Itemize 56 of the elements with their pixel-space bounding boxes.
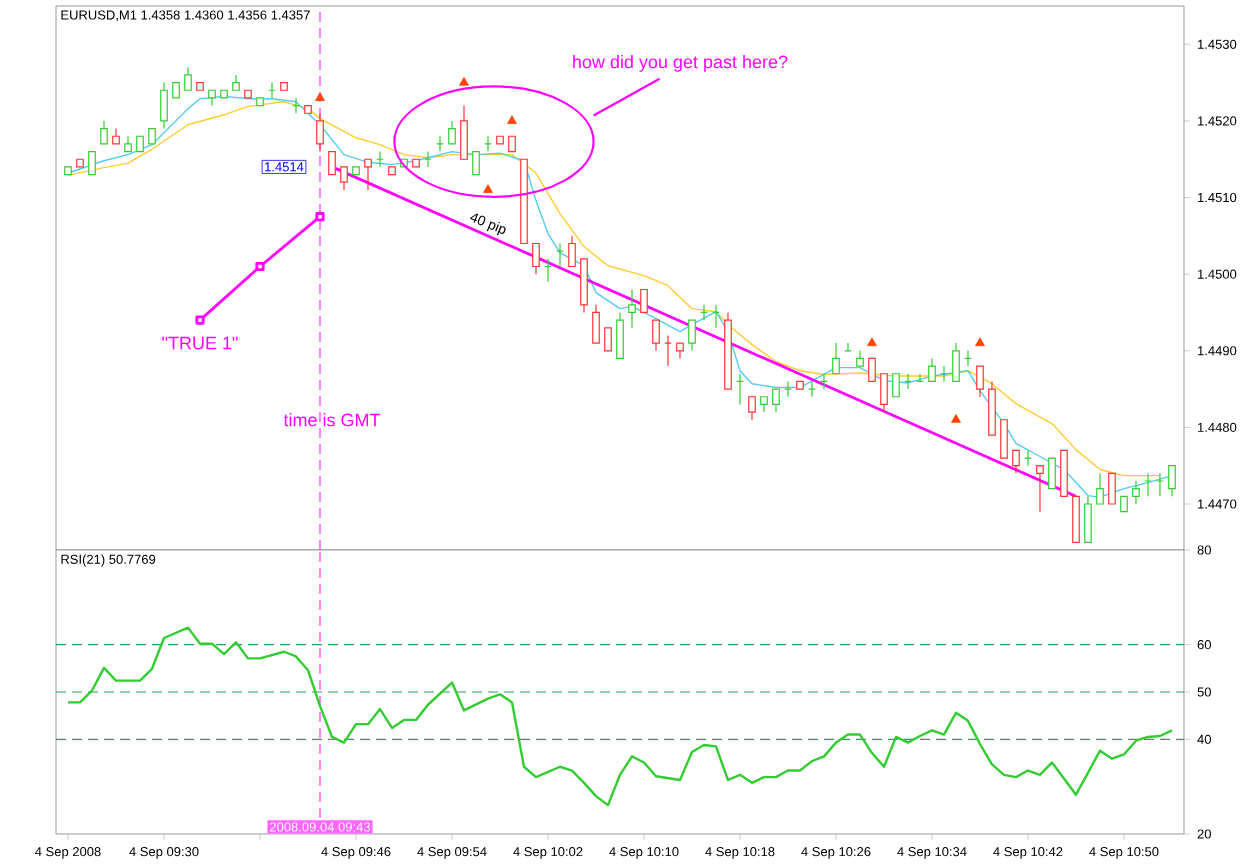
point xyxy=(315,212,325,222)
candlestick xyxy=(1060,449,1068,497)
point xyxy=(975,337,985,347)
candlestick xyxy=(1048,457,1056,490)
candlestick xyxy=(1072,495,1080,543)
candlestick xyxy=(1084,495,1092,543)
candlestick xyxy=(472,150,480,176)
candlestick xyxy=(580,258,588,314)
point xyxy=(459,77,469,86)
point xyxy=(255,261,265,272)
candlestick xyxy=(892,373,900,398)
candlestick xyxy=(868,357,876,383)
candlestick xyxy=(88,150,96,176)
point xyxy=(951,414,961,423)
candlestick xyxy=(832,342,840,375)
candlestick xyxy=(880,373,888,413)
annotation: "TRUE 1" xyxy=(162,336,238,350)
candlestick xyxy=(364,158,372,191)
candlestick xyxy=(1012,449,1020,474)
point xyxy=(315,92,325,101)
candlestick xyxy=(1132,480,1140,505)
point xyxy=(867,337,877,347)
candlestick xyxy=(604,327,612,352)
point xyxy=(507,115,517,124)
candlestick xyxy=(976,365,984,398)
candlestick xyxy=(616,311,624,360)
candlestick xyxy=(448,120,456,145)
annotation: how did you get past here? xyxy=(573,55,788,72)
candlestick xyxy=(316,112,324,153)
candlestick xyxy=(592,304,600,344)
candlestick xyxy=(1036,465,1044,513)
candlestick xyxy=(568,235,576,268)
candlestick xyxy=(652,319,660,352)
candlestick xyxy=(1000,419,1008,459)
candlestick xyxy=(628,288,636,329)
line-series xyxy=(66,626,1174,807)
candlestick xyxy=(1108,472,1116,505)
candlestick xyxy=(952,342,960,383)
candlestick xyxy=(460,105,468,160)
candlestick xyxy=(160,82,168,130)
candlestick xyxy=(688,319,696,352)
candlestick xyxy=(772,388,780,413)
annotation: time is GMT xyxy=(283,413,381,427)
candlestick xyxy=(1168,465,1176,497)
candlestick xyxy=(328,150,336,176)
candlestick xyxy=(100,120,108,145)
point xyxy=(195,315,205,325)
point xyxy=(483,184,493,193)
candlestick xyxy=(748,396,756,421)
candlestick xyxy=(928,357,936,383)
candlestick xyxy=(184,66,192,91)
candlestick xyxy=(340,166,348,191)
candlestick xyxy=(640,288,648,314)
candlestick xyxy=(988,380,996,436)
candlestick xyxy=(1096,472,1104,505)
candlestick xyxy=(532,242,540,275)
